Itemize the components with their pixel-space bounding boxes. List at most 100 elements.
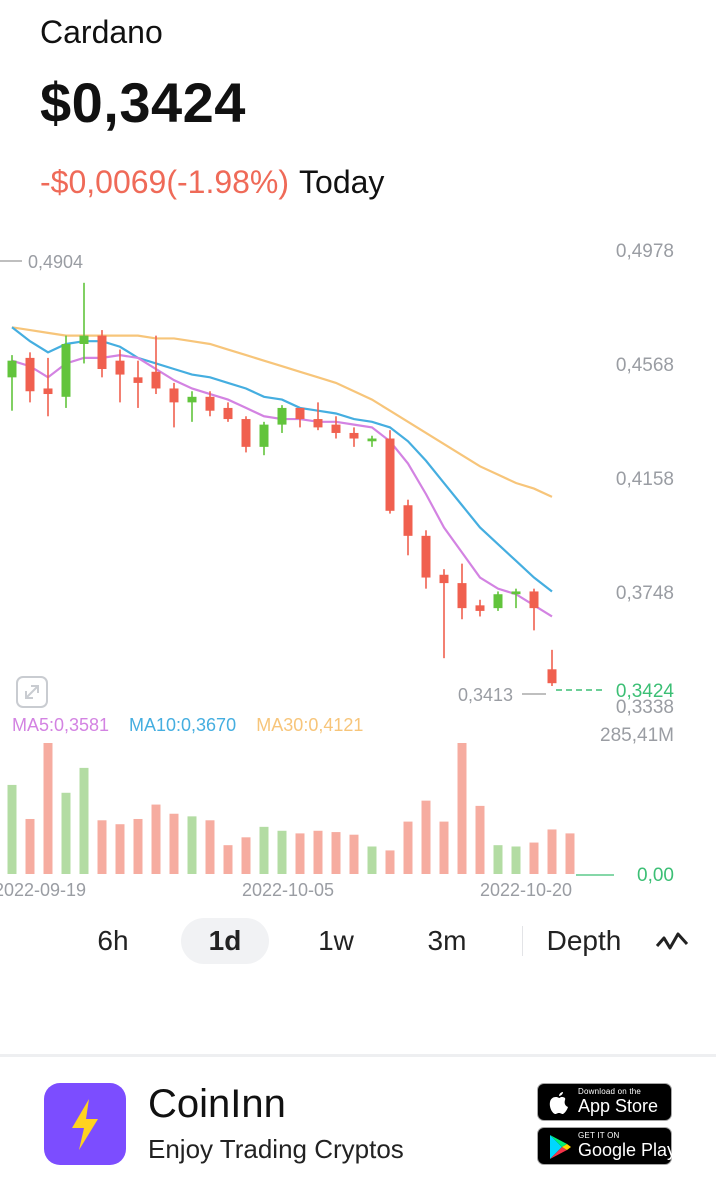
volume-zero-label: 0,00 [637, 865, 674, 886]
candle-body [331, 424, 341, 433]
timeframe-tabs: 6h 1d 1w 3m Depth [0, 918, 716, 966]
candle-body [421, 535, 431, 578]
candle-body [241, 419, 251, 447]
volume-bar [7, 784, 17, 874]
candle-body [61, 343, 71, 397]
expand-chart-button[interactable] [16, 676, 48, 708]
volume-bar [97, 820, 107, 874]
candle-body [115, 360, 125, 375]
volume-bar [25, 818, 35, 874]
banner-divider [0, 1054, 716, 1057]
candle-body [259, 424, 269, 447]
candle-body [547, 669, 557, 684]
volume-bar [223, 845, 233, 874]
volume-bar [79, 767, 89, 874]
volume-bar [115, 824, 125, 874]
volume-bar [367, 846, 377, 874]
candle-body [133, 377, 143, 383]
tab-separator [522, 926, 523, 956]
volume-bar [259, 826, 269, 874]
price-change: -$0,0069(-1.98%) [40, 164, 290, 200]
volume-bar [295, 833, 305, 874]
candle-body [97, 335, 107, 370]
volume-bar [151, 804, 161, 874]
volume-bar [43, 743, 53, 874]
volume-bar [421, 800, 431, 874]
price-axis-label: 0,3338 [616, 697, 674, 718]
volume-bar [169, 813, 179, 874]
volume-bar [475, 805, 485, 874]
price-axis-label: 0,4568 [616, 355, 674, 376]
current-price-label: 0,3424 [616, 681, 675, 702]
volume-bar [187, 816, 197, 874]
change-period: Today [299, 164, 385, 200]
price-axis-label: 0,4158 [616, 469, 674, 490]
volume-bar [61, 792, 71, 874]
candle-body [457, 583, 467, 609]
volume-bar [529, 842, 539, 874]
tab-1w[interactable]: 1w [318, 925, 354, 956]
candle-body [385, 438, 395, 511]
x-axis-label: 2022-10-05 [242, 880, 334, 900]
low-marker-label: 0,3413 [458, 685, 513, 705]
candle-body [169, 388, 179, 403]
volume-bar [313, 830, 323, 874]
tab-1d[interactable]: 1d [181, 918, 269, 964]
tab-3m[interactable]: 3m [427, 925, 467, 956]
app-name: CoinInn [148, 1082, 286, 1126]
high-marker-label: 0,4904 [28, 252, 83, 272]
candle-body [7, 360, 17, 378]
candle-body [511, 591, 521, 595]
price-axis-label: 0,4978 [616, 241, 674, 262]
volume-bar [403, 821, 413, 874]
volume-bar [439, 821, 449, 874]
app-tagline: Enjoy Trading Cryptos [148, 1134, 404, 1164]
candle-body [403, 505, 413, 536]
coin-name: Cardano [40, 14, 163, 50]
apple-icon [549, 1092, 568, 1114]
candle-body [295, 407, 305, 420]
chart-type-icon[interactable] [654, 926, 690, 956]
candle-body [367, 438, 377, 442]
volume-bar [349, 834, 359, 874]
volume-bar [493, 845, 503, 874]
legend-ma5: MA5:0,3581 [12, 715, 109, 735]
candle-body [277, 407, 287, 425]
candle-body [43, 388, 53, 395]
candle-body [475, 605, 485, 611]
legend-ma30: MA30:0,4121 [256, 715, 363, 735]
tab-depth[interactable]: Depth [546, 925, 622, 956]
candlestick-chart[interactable]: 0,4978 0,4568 0,4158 0,3748 0,3338 0,4904 0,34… [0, 230, 716, 910]
x-axis-label: 2022-09-19 [0, 880, 86, 900]
legend-ma10: MA10:0,3670 [129, 715, 236, 735]
candle-body [25, 357, 35, 392]
candle-body [223, 407, 233, 420]
expand-icon [25, 685, 39, 699]
candle-body [205, 396, 215, 411]
volume-bar [457, 743, 467, 874]
volume-bar [331, 832, 341, 874]
google-play-button[interactable]: GET IT ON Google Play [537, 1127, 676, 1165]
volume-bar [205, 820, 215, 874]
price-change-row: -$0,0069(-1.98%) Today [40, 164, 384, 201]
x-axis-label: 2022-10-20 [480, 880, 572, 900]
volume-bar [547, 829, 557, 874]
price-axis-label: 0,3748 [616, 583, 674, 604]
google-play-label: Google Play [578, 1140, 677, 1160]
candle-body [79, 335, 89, 344]
candle-body [439, 574, 449, 584]
volume-bar [511, 846, 521, 874]
app-logo[interactable] [44, 1083, 126, 1165]
ma5-line [11, 353, 553, 618]
price: $0,3424 [40, 71, 246, 134]
volume-bar [565, 833, 575, 874]
candle-body [493, 594, 503, 609]
tab-6h[interactable]: 6h [97, 925, 129, 956]
candle-body [151, 371, 161, 389]
lightning-icon [72, 1099, 98, 1150]
app-store-label: App Store [578, 1096, 659, 1116]
volume-bar [133, 818, 143, 874]
app-store-button[interactable]: Download on the App Store [537, 1083, 672, 1121]
volume-max-label: 285,41M [600, 725, 674, 746]
app-store-small-text: Download on the [578, 1087, 642, 1096]
